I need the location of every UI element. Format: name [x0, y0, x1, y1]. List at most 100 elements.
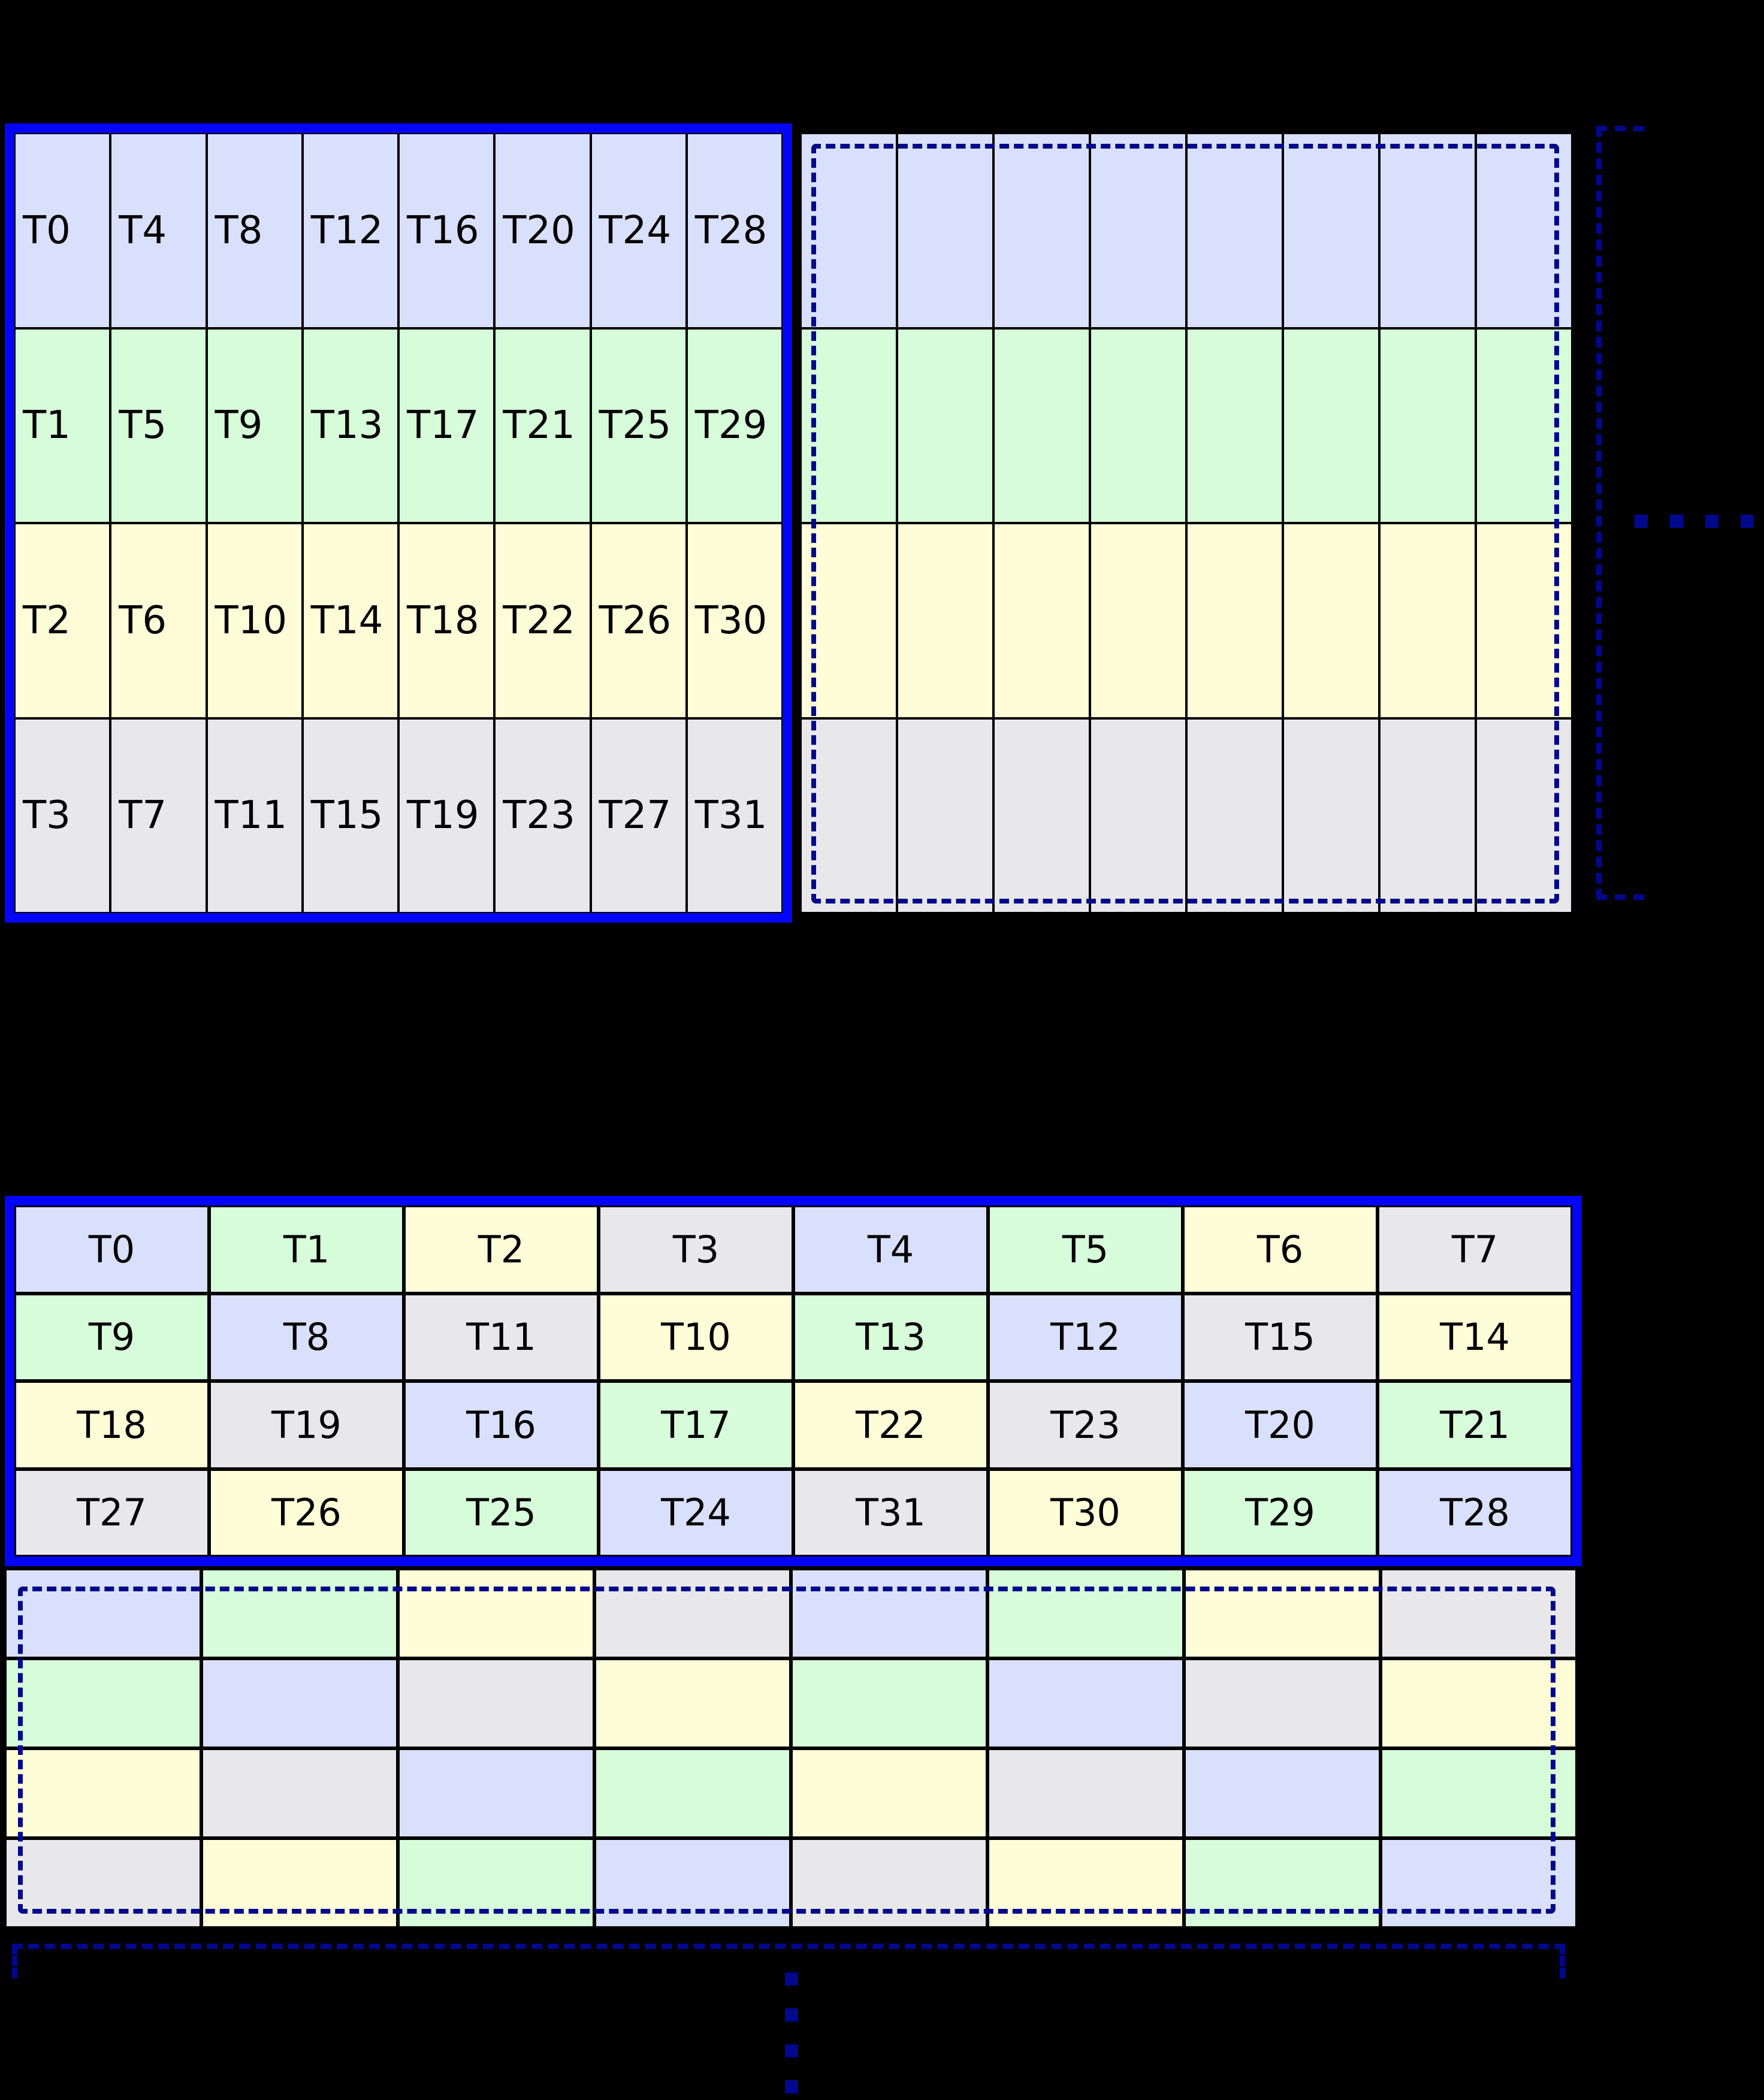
thread-cell-t19: T19	[398, 718, 495, 913]
tile-cell	[1090, 523, 1186, 718]
tile-cell	[1090, 133, 1186, 328]
thread-cell-t31: T31	[686, 718, 783, 913]
tile-cell	[5, 1569, 201, 1658]
thread-label: T8	[215, 208, 263, 253]
thread-cell-t5: T5	[988, 1205, 1183, 1294]
thread-label: T16	[407, 208, 479, 253]
tile-cell	[1476, 523, 1572, 718]
thread-cell-t27: T27	[14, 1469, 209, 1557]
thread-label: T27	[77, 1491, 147, 1535]
thread-label: T0	[23, 208, 71, 253]
thread-cell-t7: T7	[1378, 1205, 1572, 1294]
thread-cell-t30: T30	[686, 523, 783, 718]
tile-cell	[1476, 328, 1572, 523]
tile-cell	[791, 1569, 987, 1658]
thread-cell-t0: T0	[14, 133, 111, 328]
thread-cell-t23: T23	[988, 1381, 1183, 1469]
tile-cell	[594, 1569, 791, 1658]
thread-label: T23	[1050, 1403, 1120, 1447]
thread-label: T7	[1451, 1227, 1499, 1271]
thread-label: T4	[119, 208, 167, 253]
thread-cell-t4: T4	[793, 1205, 988, 1294]
tile-cell	[1186, 718, 1283, 913]
thread-label: T30	[694, 598, 768, 643]
thread-label: T5	[119, 403, 167, 448]
tile-cell	[1186, 328, 1283, 523]
thread-cell-t8: T8	[209, 1293, 404, 1381]
thread-cell-t16: T16	[398, 133, 495, 328]
thread-cell-t5: T5	[110, 328, 207, 523]
thread-label: T9	[88, 1315, 135, 1359]
thread-cell-t8: T8	[206, 133, 303, 328]
thread-cell-t9: T9	[206, 328, 303, 523]
thread-label: T17	[407, 403, 479, 448]
thread-label: T12	[310, 208, 383, 253]
thread-cell-t7: T7	[110, 718, 207, 913]
tile-cell	[897, 718, 993, 913]
thread-cell-t0: T0	[14, 1205, 209, 1294]
thread-cell-t25: T25	[590, 328, 687, 523]
tile-cell	[987, 1658, 1184, 1748]
thread-cell-t26: T26	[590, 523, 687, 718]
thread-cell-t27: T27	[590, 718, 687, 913]
thread-label: T22	[856, 1403, 926, 1447]
tile-cell	[5, 1838, 201, 1928]
thread-label: T12	[1050, 1315, 1120, 1359]
tile-cell	[1379, 328, 1476, 523]
thread-label: T4	[867, 1227, 914, 1271]
tile-cell	[897, 328, 993, 523]
thread-label: T22	[503, 598, 575, 643]
thread-label: T11	[466, 1315, 536, 1359]
thread-cell-t24: T24	[599, 1469, 793, 1557]
thread-cell-t29: T29	[686, 328, 783, 523]
thread-label: T18	[77, 1403, 147, 1447]
thread-label: T7	[119, 793, 167, 838]
thread-cell-t23: T23	[494, 718, 591, 913]
thread-label: T30	[1050, 1491, 1120, 1535]
thread-label: T24	[661, 1491, 731, 1535]
thread-cell-t28: T28	[686, 133, 783, 328]
thread-label: T26	[271, 1491, 342, 1535]
thread-label: T9	[215, 403, 263, 448]
thread-label: T6	[1256, 1227, 1304, 1271]
ellipsis-dot	[1741, 515, 1754, 528]
tile-cell	[1379, 133, 1476, 328]
continuation-bracket-right	[1596, 126, 1644, 900]
tile-cell	[801, 133, 897, 328]
thread-label: T21	[1440, 1403, 1510, 1447]
tile-cell	[5, 1658, 201, 1748]
thread-label: T26	[599, 598, 672, 643]
ellipsis-dot	[1705, 515, 1718, 528]
tile-cell	[791, 1748, 987, 1838]
thread-label: T29	[694, 403, 768, 448]
thread-cell-t20: T20	[1183, 1381, 1378, 1469]
tile-cell	[1476, 133, 1572, 328]
thread-label: T19	[271, 1403, 342, 1447]
thread-cell-t25: T25	[404, 1469, 599, 1557]
thread-label: T13	[856, 1315, 926, 1359]
thread-cell-t19: T19	[209, 1381, 404, 1469]
thread-label: T17	[661, 1403, 731, 1447]
tile-cell	[987, 1838, 1184, 1928]
thread-label: T3	[23, 793, 71, 838]
tile-cell	[1186, 133, 1283, 328]
thread-label: T27	[599, 793, 672, 838]
thread-grid-swizzled: T0 T1 T2 T3 T4 T5 T6 T7 T9 T8 T11 T10 T13 T12 T15 T14 T1…	[5, 1196, 1582, 1566]
tile-cell	[1090, 718, 1186, 913]
tile-cell	[594, 1748, 791, 1838]
thread-cell-t28: T28	[1378, 1469, 1572, 1557]
thread-cell-t17: T17	[599, 1381, 793, 1469]
thread-cell-t6: T6	[1183, 1205, 1378, 1294]
thread-cell-t11: T11	[206, 718, 303, 913]
tile-cell	[897, 133, 993, 328]
tile-cell	[1283, 328, 1379, 523]
thread-cell-t3: T3	[14, 718, 111, 913]
thread-cell-t15: T15	[302, 718, 398, 913]
thread-label: T0	[88, 1227, 135, 1271]
thread-cell-t21: T21	[494, 328, 591, 523]
ellipsis-dot	[785, 2044, 798, 2057]
thread-cell-t12: T12	[302, 133, 398, 328]
tile-cell	[791, 1658, 987, 1748]
thread-cell-t18: T18	[14, 1381, 209, 1469]
tile-cell	[398, 1658, 594, 1748]
